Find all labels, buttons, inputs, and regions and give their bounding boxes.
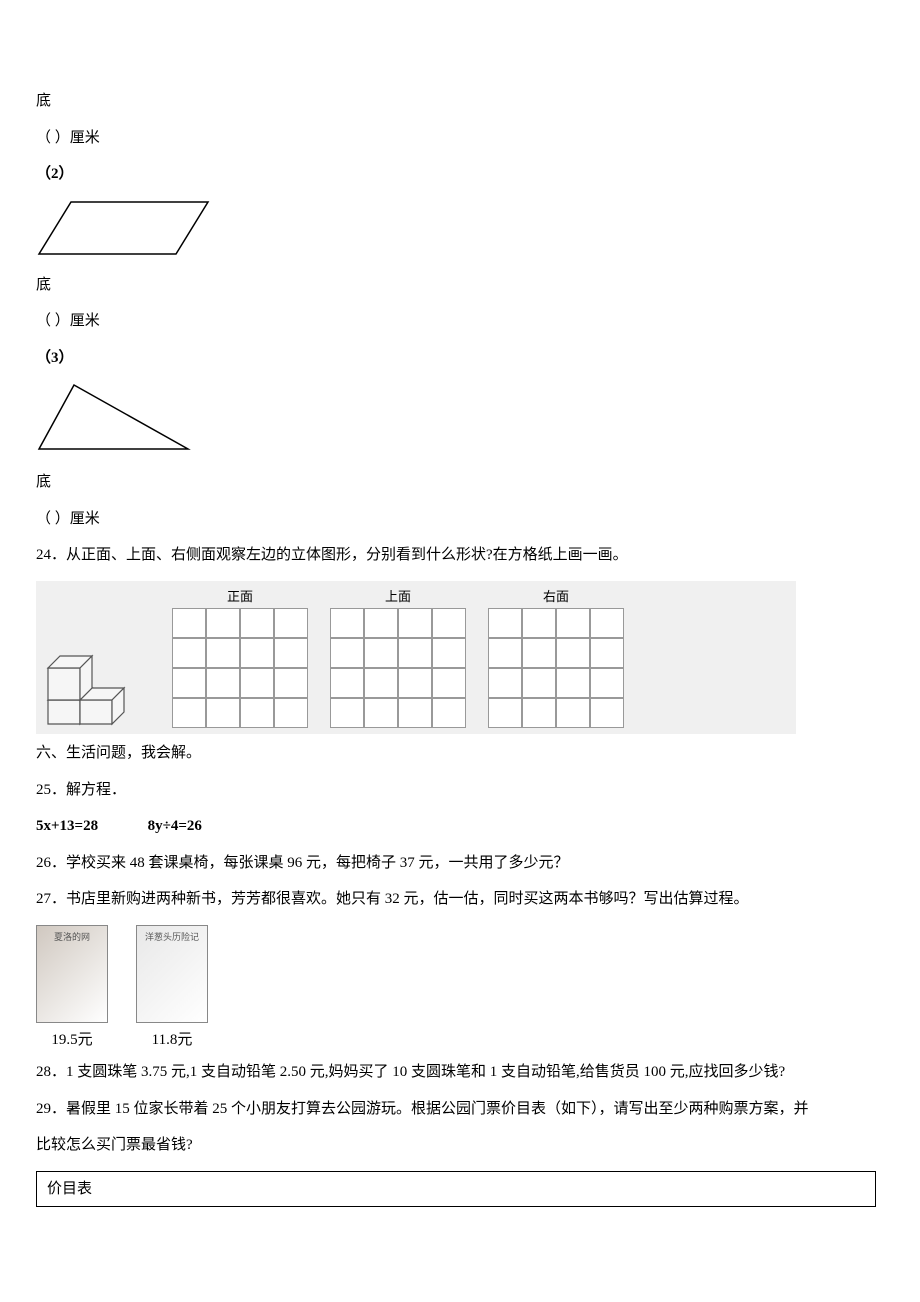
grid-front-col: 正面 xyxy=(172,587,308,729)
book-1-title: 夏洛的网 xyxy=(37,926,107,949)
book-2: 洋葱头历险记 11.8元 xyxy=(136,925,208,1052)
cube-figure-icon xyxy=(40,608,150,728)
q28: 28．1 支圆珠笔 3.75 元,1 支自动铅笔 2.50 元,妈妈买了 10 … xyxy=(36,1061,884,1084)
q3-blank: （ ）厘米 xyxy=(36,508,884,531)
q24-figure-row: 正面 上面 右面 xyxy=(36,581,796,735)
parallelogram-icon xyxy=(36,200,211,256)
q29-line1: 29．暑假里 15 位家长带着 25 个小朋友打算去公园游玩。根据公园门票价目表… xyxy=(36,1098,884,1121)
book-1-cover: 夏洛的网 xyxy=(36,925,108,1023)
triangle-icon xyxy=(36,383,191,453)
q29-line2: 比较怎么买门票最省钱? xyxy=(36,1134,884,1157)
grid-top-label: 上面 xyxy=(385,587,411,607)
grid-top xyxy=(330,608,466,728)
grid-front xyxy=(172,608,308,728)
prev-di-label: 底 xyxy=(36,90,884,113)
grid-right-col: 右面 xyxy=(488,587,624,729)
section6: 六、生活问题，我会解。 xyxy=(36,742,884,765)
grid-front-label: 正面 xyxy=(227,587,253,607)
q3-shape xyxy=(36,383,884,461)
q25-equations: 5x+13=28 8y÷4=26 xyxy=(36,815,884,838)
book-2-price: 11.8元 xyxy=(152,1029,193,1052)
q2-number: （2） xyxy=(36,163,884,186)
q25-eq1: 5x+13=28 xyxy=(36,818,98,834)
grid-top-col: 上面 xyxy=(330,587,466,729)
grid-right xyxy=(488,608,624,728)
book-2-cover: 洋葱头历险记 xyxy=(136,925,208,1023)
book-2-title: 洋葱头历险记 xyxy=(137,926,207,949)
q25-eq2: 8y÷4=26 xyxy=(148,818,202,834)
books-row: 夏洛的网 19.5元 洋葱头历险记 11.8元 xyxy=(36,925,884,1052)
grid-right-label: 右面 xyxy=(543,587,569,607)
q2-shape xyxy=(36,200,884,264)
q2-blank: （ ）厘米 xyxy=(36,310,884,333)
q2-di-label: 底 xyxy=(36,274,884,297)
prev-blank: （ ）厘米 xyxy=(36,127,884,150)
q3-di-label: 底 xyxy=(36,471,884,494)
q25-title: 25．解方程． xyxy=(36,779,884,802)
book-1: 夏洛的网 19.5元 xyxy=(36,925,108,1052)
q27-text: 27．书店里新购进两种新书，芳芳都很喜欢。她只有 32 元，估一估，同时买这两本… xyxy=(36,888,884,911)
q3-number: （3） xyxy=(36,347,884,370)
price-table: 价目表 xyxy=(36,1171,876,1208)
q26: 26．学校买来 48 套课桌椅，每张课桌 96 元，每把椅子 37 元，一共用了… xyxy=(36,852,884,875)
q24-text: 24．从正面、上面、右侧面观察左边的立体图形，分别看到什么形状?在方格纸上画一画… xyxy=(36,544,884,567)
book-1-price: 19.5元 xyxy=(51,1029,92,1052)
price-table-header: 价目表 xyxy=(47,1181,92,1197)
